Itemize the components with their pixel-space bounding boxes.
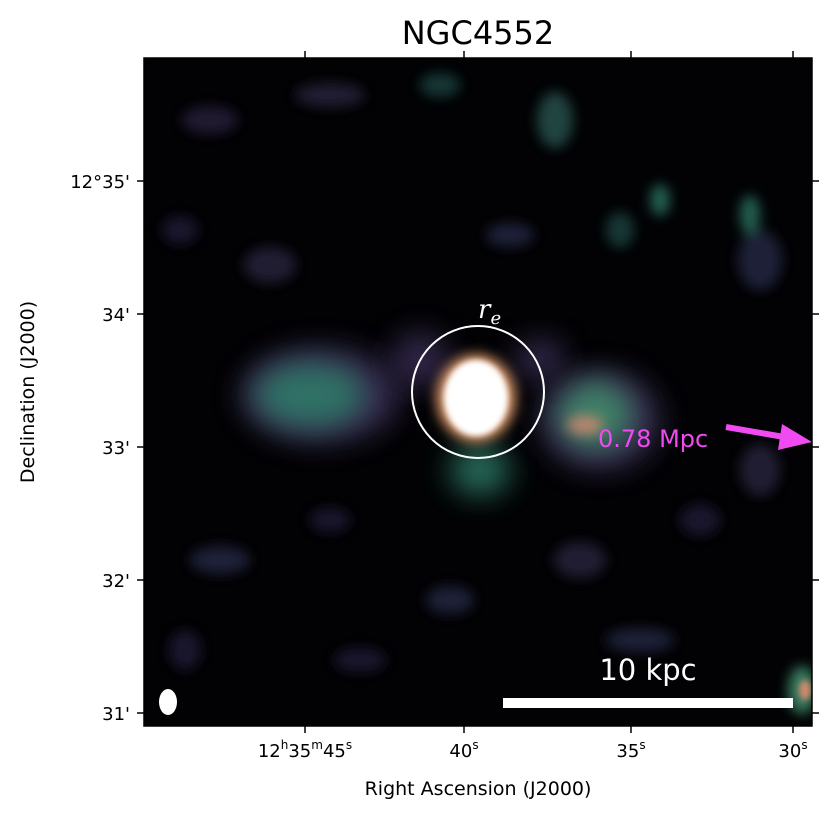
x-tick-marks (304, 51, 794, 733)
y-tick-label: 33' (102, 438, 130, 459)
radio-emission-image: re 0.78 Mpc 10 kpc (144, 58, 812, 726)
beam-ellipse (159, 689, 177, 715)
diffuse-emission (240, 332, 812, 714)
x-tick-labels: 12h35m45s 40s 35s 30s (258, 738, 808, 762)
background-noise (162, 73, 782, 672)
x-tick-label: 35s (616, 738, 645, 762)
plot-frame (143, 57, 813, 727)
y-tick-labels: 12°35' 34' 33' 32' 31' (70, 172, 130, 725)
figure-title: NGC4552 (402, 14, 555, 52)
effective-radius-label: re (478, 295, 501, 329)
y-tick-label: 12°35' (70, 172, 130, 193)
distance-arrow-head-icon (778, 424, 812, 450)
distance-arrow-shaft (725, 424, 791, 441)
x-axis-label: Right Ascension (J2000) (365, 778, 592, 800)
distance-label: 0.78 Mpc (598, 425, 708, 453)
x-tick-label: 30s (778, 738, 807, 762)
y-tick-label: 32' (102, 571, 130, 592)
galaxy-core (436, 354, 516, 442)
scalebar (503, 698, 793, 708)
y-tick-label: 34' (102, 305, 130, 326)
distance-indicator: 0.78 Mpc (598, 424, 812, 453)
effective-radius-circle (411, 325, 545, 459)
x-tick-label: 12h35m45s (258, 738, 352, 762)
y-axis-label: Declination (J2000) (17, 301, 39, 483)
scalebar-label: 10 kpc (599, 653, 696, 687)
y-tick-label: 31' (102, 704, 130, 725)
y-tick-marks (137, 180, 819, 714)
x-tick-label: 40s (449, 738, 478, 762)
